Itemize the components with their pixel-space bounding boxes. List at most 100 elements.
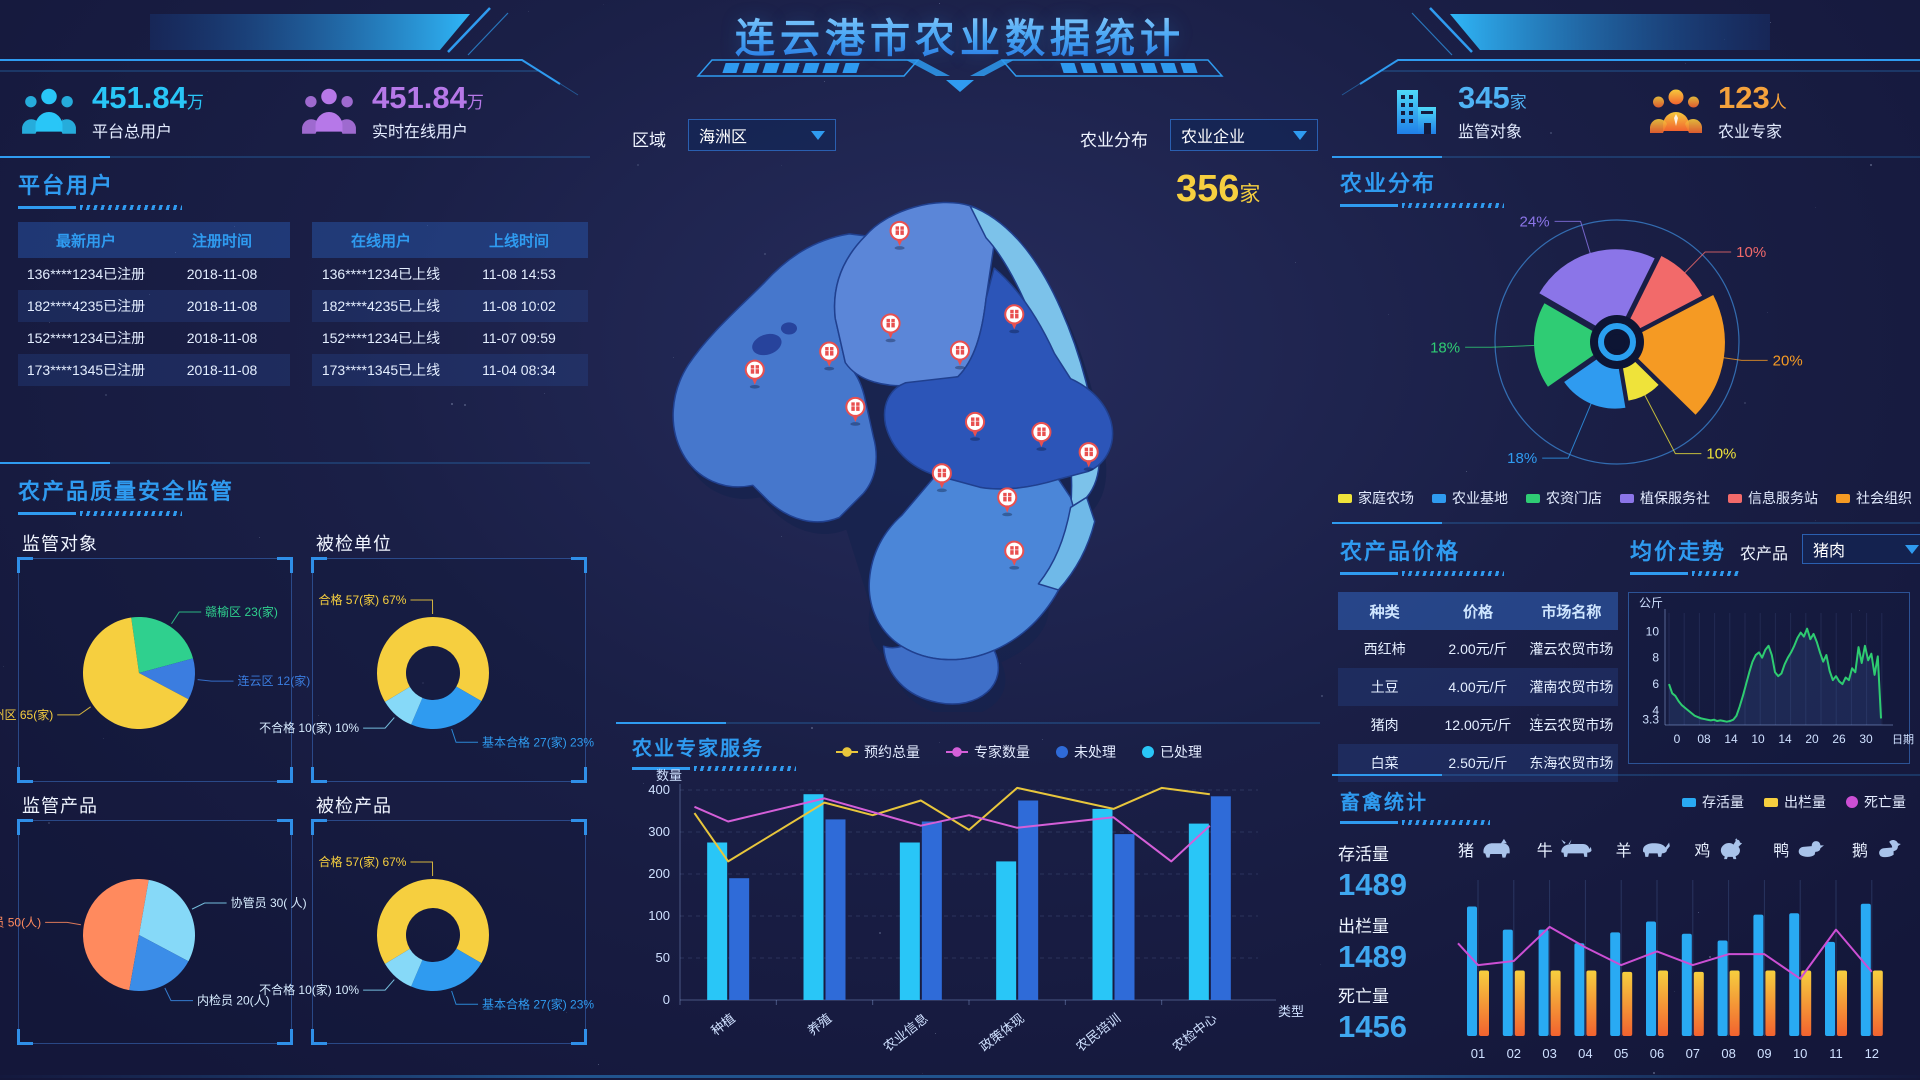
map-pin[interactable] xyxy=(819,341,840,371)
table-cell: 2018-11-08 xyxy=(186,330,258,346)
map-pin[interactable] xyxy=(889,220,910,250)
title-emblem xyxy=(696,59,1224,92)
section-price-trend: 均价走势 xyxy=(1630,534,1740,576)
animal-icon xyxy=(1721,838,1743,860)
legend-item[interactable]: 预约总量 xyxy=(836,742,920,762)
stat-unit: 万 xyxy=(466,93,484,112)
corner-bracket xyxy=(17,819,33,835)
animal-icon xyxy=(1879,840,1901,858)
section-underline xyxy=(1340,571,1518,576)
map-pin[interactable] xyxy=(744,359,765,389)
svg-text:3.3: 3.3 xyxy=(1642,713,1659,727)
online-table: 在线用户 上线时间 136****1234已上线 11-08 14:53 182****… xyxy=(312,222,588,386)
svg-text:03: 03 xyxy=(1542,1046,1556,1061)
map-pin[interactable] xyxy=(880,313,901,343)
svg-text:300: 300 xyxy=(648,824,670,839)
legend-item[interactable]: 存活量 xyxy=(1682,792,1744,812)
section-title: 农业分布 xyxy=(1340,171,1437,196)
supervise-objects-pie-chart: 赣榆区 23(家) 连云区 12(家) 海州区 65(家) xyxy=(0,604,310,729)
svg-text:内检员 20(人): 内检员 20(人) xyxy=(197,993,270,1008)
svg-text:0: 0 xyxy=(1674,732,1681,746)
column-header: 注册时间 xyxy=(154,222,290,258)
svg-text:农民培训: 农民培训 xyxy=(1073,1011,1123,1055)
map-pin[interactable] xyxy=(1004,304,1025,334)
section-expert-service: 农业专家服务 xyxy=(632,732,862,771)
livestock-animals-row: 猪牛羊鸡鸭鹅 xyxy=(1458,836,1908,862)
svg-text:农业信息: 农业信息 xyxy=(880,1011,930,1055)
svg-text:数量: 数量 xyxy=(656,768,682,783)
table-header-row: 种类 价格 市场名称 xyxy=(1338,592,1618,630)
map-pin[interactable] xyxy=(1004,540,1025,570)
map-pin[interactable] xyxy=(949,340,971,370)
header-decoration xyxy=(0,7,1920,96)
distribution-select-value: 农业企业 xyxy=(1181,129,1246,146)
chevron-down-icon xyxy=(811,130,825,140)
legend-label: 专家数量 xyxy=(974,744,1030,760)
distribution-select[interactable]: 农业企业 xyxy=(1170,119,1318,151)
legend-item[interactable]: 专家数量 xyxy=(946,742,1030,762)
table-header-row: 最新用户 注册时间 xyxy=(18,222,290,258)
price-table: 种类 价格 市场名称 西红柿 2.00元/斤 灌云农贸市场 土豆 4.00元/斤 灌南农贸市场猪… xyxy=(1338,592,1618,782)
divider xyxy=(0,156,590,158)
chevron-down-icon xyxy=(1905,544,1919,554)
section-underline xyxy=(1340,820,1490,825)
map-pin[interactable] xyxy=(997,487,1018,517)
table-cell: 2018-11-08 xyxy=(186,362,258,378)
svg-text:不合格 10(家) 10%: 不合格 10(家) 10% xyxy=(259,982,359,997)
corner-bracket xyxy=(311,819,327,835)
section-underline xyxy=(18,511,318,516)
stat-value: 451.84 xyxy=(372,80,467,115)
product-select[interactable]: 猪肉 xyxy=(1802,534,1920,564)
legend-item[interactable]: 已处理 xyxy=(1142,742,1202,762)
stat-unit: 人 xyxy=(1769,93,1787,112)
animal-label: 鸡 xyxy=(1694,843,1711,860)
svg-text:50: 50 xyxy=(656,950,670,965)
legend-item[interactable]: 农业基地 xyxy=(1432,488,1508,508)
map-pin[interactable] xyxy=(1078,442,1099,472)
chart-panel-supervise-objects: 赣榆区 23(家) 连云区 12(家) 海州区 65(家) xyxy=(0,557,310,783)
corner-bracket xyxy=(571,767,587,783)
legend-item[interactable]: 死亡量 xyxy=(1846,792,1906,812)
svg-text:不合格 10(家) 10%: 不合格 10(家) 10% xyxy=(259,720,359,735)
map-pin[interactable] xyxy=(845,396,866,426)
legend-item[interactable]: 未处理 xyxy=(1056,742,1116,762)
column-header: 市场名称 xyxy=(1524,592,1618,630)
svg-text:400: 400 xyxy=(648,782,670,797)
animal-item-1: 猪 xyxy=(1458,836,1514,862)
city-map[interactable] xyxy=(616,146,1320,712)
table-cell: 11-08 10:02 xyxy=(482,298,556,314)
map-pin[interactable] xyxy=(964,411,986,441)
register-table: 最新用户 注册时间 136****1234已注册 2018-11-08 182****4… xyxy=(18,222,290,386)
section-agri-distribution: 农业分布 xyxy=(1340,166,1518,208)
table-cell: 2.00元/斤 xyxy=(1448,641,1508,657)
legend-item[interactable]: 信息服务站 xyxy=(1728,488,1818,508)
column-header: 价格 xyxy=(1431,592,1525,630)
legend-item[interactable]: 农资门店 xyxy=(1526,488,1602,508)
table-header-row: 在线用户 上线时间 xyxy=(312,222,588,258)
livestock-stat-survive: 存活量 1489 xyxy=(1338,840,1407,903)
count-value: 356 xyxy=(1176,168,1240,210)
animal-icon xyxy=(1561,839,1592,857)
region-select[interactable]: 海洲区 xyxy=(688,119,836,151)
legend-swatch xyxy=(1764,797,1778,807)
expert-service-legend: 预约总量 专家数量 未处理 已处理 xyxy=(836,742,1202,762)
section-title: 均价走势 xyxy=(1630,539,1727,564)
corner-bracket xyxy=(277,1029,293,1045)
stat-online-users: 451.84万 实时在线用户 xyxy=(300,80,484,142)
table-row: 土豆 4.00元/斤 灌南农贸市场 xyxy=(1338,668,1618,706)
table-cell: 182****4235已注册 xyxy=(26,298,146,314)
map-pin[interactable] xyxy=(931,463,952,493)
table-row: 152****1234已上线 11-07 09:59 xyxy=(312,322,588,354)
legend-swatch xyxy=(946,746,968,758)
legend-item[interactable]: 家庭农场 xyxy=(1338,488,1414,508)
section-quality: 农产品质量安全监管 xyxy=(18,474,318,516)
price-trend-panel: 公斤 10 8 6 4 3.3 0 08 14 10 14 20 26 30 日期 xyxy=(1628,592,1914,764)
map-pins[interactable] xyxy=(744,220,1099,570)
legend-item[interactable]: 植保服务社 xyxy=(1620,488,1710,508)
legend-item[interactable]: 社会组织 xyxy=(1836,488,1912,508)
svg-text:100: 100 xyxy=(648,908,670,923)
map-pin[interactable] xyxy=(1031,421,1052,451)
legend-item[interactable]: 出栏量 xyxy=(1764,792,1826,812)
svg-text:30: 30 xyxy=(1859,732,1873,746)
chart-panel-supervise-products: 监管员 50(人) 协管员 30( 人) 内检员 20(人) xyxy=(0,819,307,1045)
